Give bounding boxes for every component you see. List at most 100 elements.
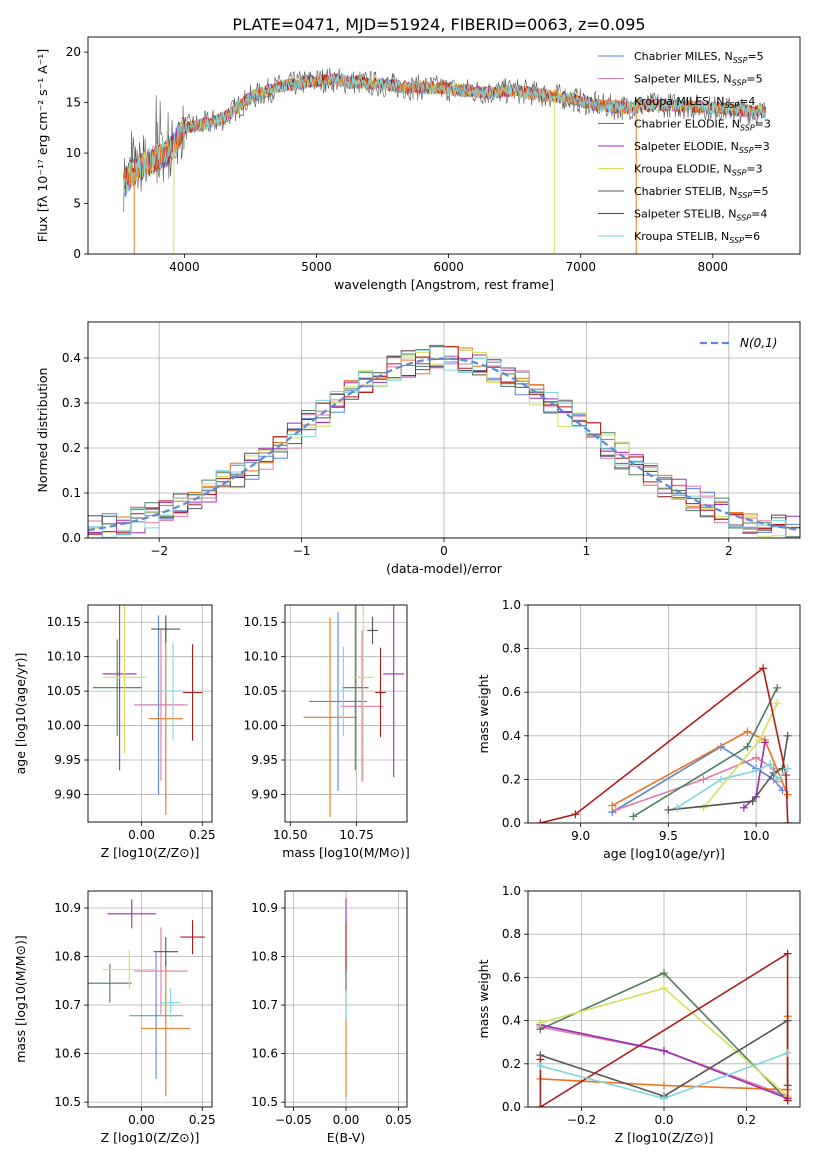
mass-vs-metallicity-panel: 0.00 0.25 10.5 10.6 10.7 10.8 10.9 Z [log10(Z/Z… [13, 890, 216, 1145]
weight-marker [783, 949, 792, 958]
x-tick-label: 7000 [565, 260, 596, 274]
y-axis-label: mass [log10(M/M⊙)] [13, 935, 28, 1063]
weight-marker [783, 764, 792, 773]
legend-text: Chabrier MILES, N [634, 50, 733, 63]
y-axis-label: age [log10(age/yr)] [13, 653, 28, 775]
errorbar-point-chabrier-stelib [153, 937, 178, 967]
y-tick-label: 15 [66, 96, 81, 110]
errorbar-point-chabrier-miles [308, 611, 368, 791]
y-tick-label: 0.4 [502, 729, 521, 743]
residual-histogram-panel: −2 −1 0 1 2 0.0 0.1 0.2 0.3 0.4 (data-model)/error… [35, 321, 801, 576]
legend-label: Salpeter ELODIE, NSSP=3 [634, 140, 770, 155]
y-tick-label: 9.95 [251, 753, 278, 767]
weight-marker [743, 727, 752, 736]
weight-marker [629, 812, 638, 821]
weight-marker [611, 805, 620, 814]
weight-line-kroupa-elodie [702, 702, 778, 809]
axes-frame [284, 890, 408, 1108]
y-tick-label: 0.4 [502, 1014, 521, 1028]
legend-label: N(0,1) [740, 336, 777, 350]
errorbar-point-salpeter-miles [134, 927, 188, 1015]
y-tick-label: 9.90 [251, 787, 278, 801]
errorbar-point-salpeter-miles [340, 630, 384, 783]
legend-label: Kroupa MILES, NSSP=4 [634, 95, 755, 110]
errorbar-point-kroupa-elodie [102, 950, 157, 990]
axes-frame [527, 604, 801, 824]
y-tick-label: 0.6 [502, 970, 521, 984]
spectrum-line-kroupa-stelib [123, 73, 767, 194]
legend-label: Chabrier STELIB, NSSP=5 [634, 185, 768, 200]
y-tick-label: 0.3 [62, 396, 81, 410]
errorbar-point-salpeter-elodie [383, 605, 405, 778]
weight-marker [739, 803, 748, 812]
legend-label: Chabrier ELODIE, NSSP=3 [634, 118, 771, 133]
weight-marker [783, 819, 792, 823]
y-tick-label: 1.0 [502, 884, 521, 898]
legend-value: =4 [739, 95, 755, 108]
errorbar-point-kroupa-elodie [352, 605, 374, 781]
y-axis-label: Normed distribution [35, 368, 50, 493]
errorbar-point-kroupa-miles [141, 960, 191, 1097]
axes-frame [527, 890, 801, 1108]
errorbar-point-salpeter-stelib [182, 644, 203, 741]
x-tick-label: 6000 [433, 260, 464, 274]
y-axis-label: mass weight [476, 674, 491, 753]
x-tick-label: 2 [725, 544, 733, 558]
y-tick-label: 10.6 [251, 1047, 278, 1061]
weight-marker [536, 1018, 545, 1027]
x-tick-label: 10.0 [743, 829, 770, 843]
legend-subscript: SSP [738, 191, 753, 200]
legend-subscript: SSP [733, 56, 748, 65]
weight-marker [743, 742, 752, 751]
plot-area [536, 664, 792, 823]
y-tick-label: 10.7 [54, 998, 81, 1012]
axes-frame [87, 604, 213, 823]
y-tick-label: 0.1 [62, 486, 81, 500]
weight-marker [766, 760, 775, 769]
x-tick-label: 4000 [169, 260, 200, 274]
errorbar-point-kroupa-stelib [160, 988, 181, 1018]
errorbar-point-salpeter-elodie [107, 899, 157, 929]
x-axis-label: mass [log10(M/M⊙)] [282, 845, 410, 860]
weight-marker [536, 1061, 545, 1070]
errorbar-point-chabrier-stelib [151, 615, 181, 643]
x-tick-label: 5000 [301, 260, 332, 274]
weight-marker [660, 1094, 668, 1103]
y-tick-label: 10.00 [244, 719, 278, 733]
weight-marker [660, 969, 668, 978]
age-vs-mass-panel: 10.50 10.75 9.90 9.95 10.00 10.05 10.10 10.15 ma… [244, 604, 410, 860]
x-tick-label: 9.0 [571, 829, 590, 843]
legend-text: Salpeter MILES, N [634, 73, 732, 86]
y-tick-label: 10.5 [54, 1095, 81, 1109]
legend-value: =5 [752, 185, 768, 198]
weight-marker [783, 1096, 792, 1105]
y-tick-label: 0.2 [502, 1057, 521, 1071]
legend-subscript: SSP [732, 79, 747, 88]
weight-marker [752, 766, 761, 775]
legend-subscript: SSP [740, 124, 755, 133]
y-axis-label: mass weight [476, 959, 491, 1038]
weight-marker [660, 1046, 668, 1055]
weight-marker [752, 753, 761, 762]
y-tick-label: 10 [66, 146, 81, 160]
weight-marker [660, 984, 668, 993]
plot-area [88, 344, 800, 538]
x-tick-label: 10.50 [273, 828, 307, 842]
y-tick-label: 10.10 [244, 650, 278, 664]
errorbar-point-chabrier-elodie [88, 963, 132, 1003]
weight-marker [783, 731, 792, 740]
weight-marker [773, 683, 782, 692]
legend-subscript: SSP [732, 169, 747, 178]
y-tick-label: 0.2 [62, 441, 81, 455]
legend-value: =3 [746, 163, 762, 176]
plot-area [92, 605, 203, 816]
x-tick-label: −0.05 [275, 1113, 312, 1127]
y-tick-label: 0.8 [502, 642, 521, 656]
x-axis-label: (data-model)/error [386, 561, 503, 576]
x-tick-label: 0.2 [737, 1113, 756, 1127]
weight-marker [781, 771, 790, 780]
legend-text: Kroupa STELIB, N [634, 230, 729, 243]
x-tick-label: 1 [583, 544, 591, 558]
errorbar-point-chabrier-miles [129, 952, 183, 1079]
